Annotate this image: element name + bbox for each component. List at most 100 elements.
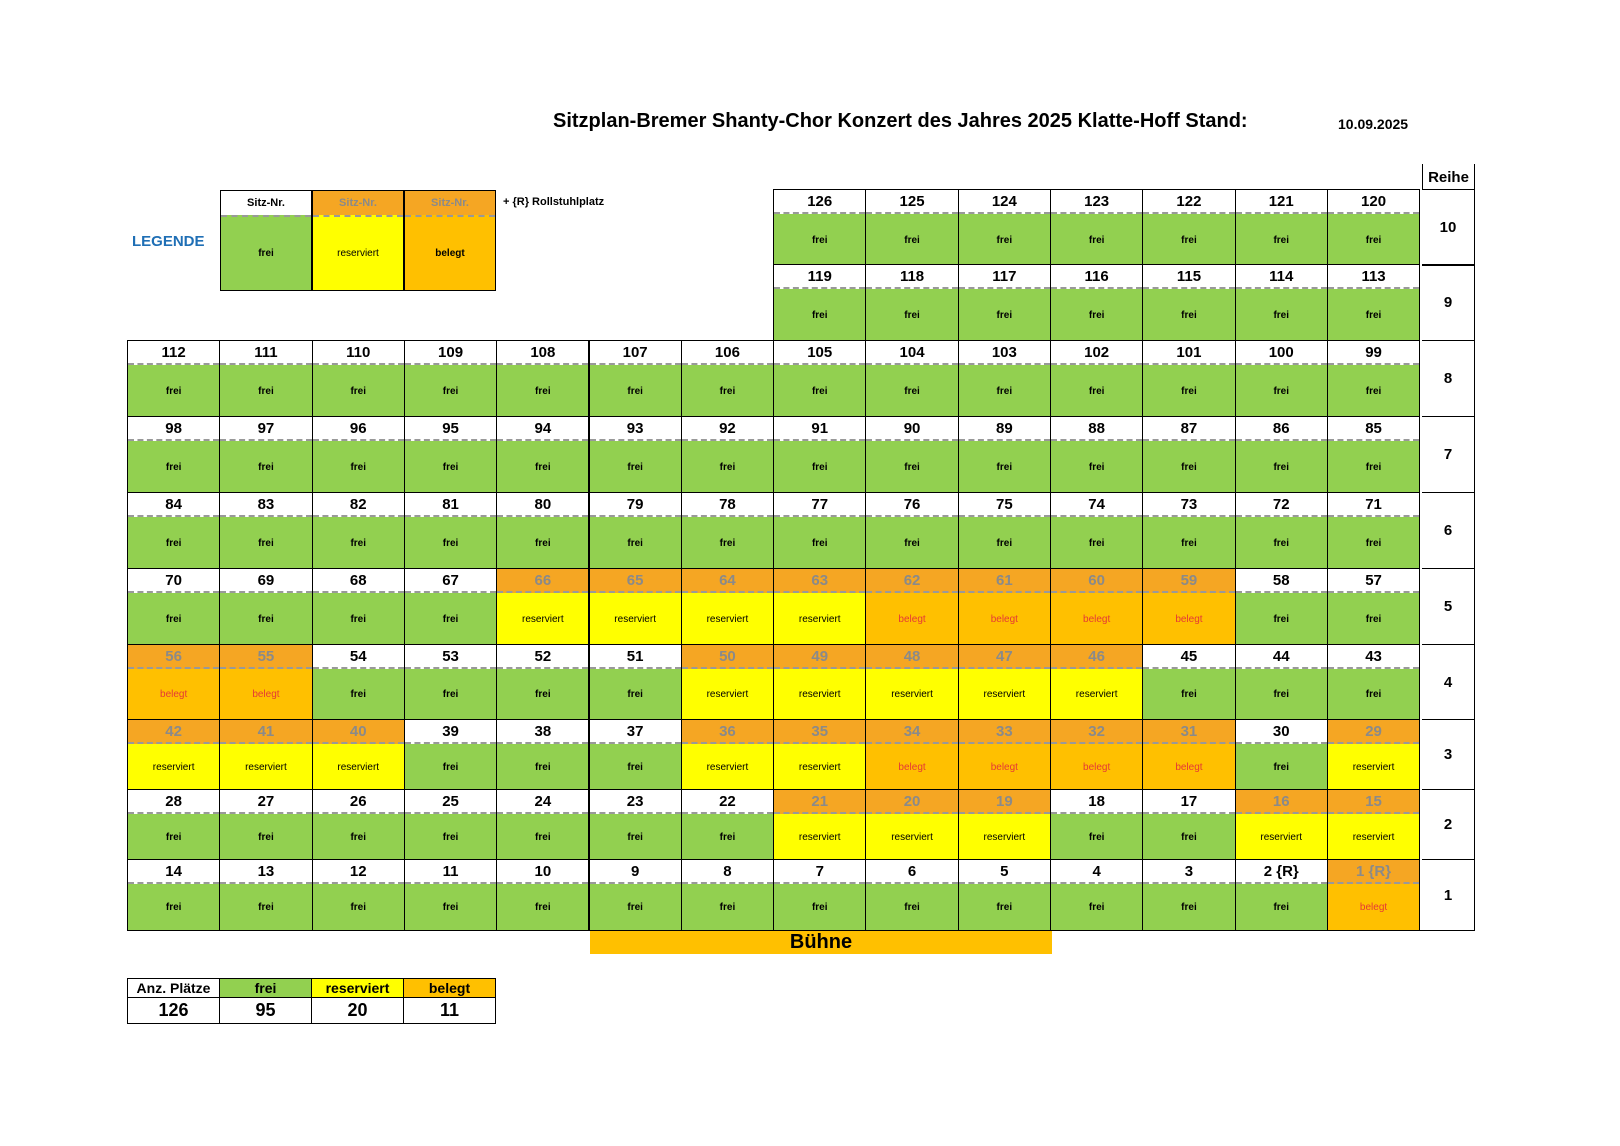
seat-24[interactable]: 24 frei [496, 789, 590, 860]
seat-115[interactable]: 115 frei [1142, 264, 1236, 341]
seat-99[interactable]: 99 frei [1326, 340, 1421, 417]
seat-13[interactable]: 13 frei [219, 859, 313, 931]
seat-22[interactable]: 22 frei [680, 789, 775, 860]
seat-87[interactable]: 87 frei [1142, 416, 1236, 493]
seat-91[interactable]: 91 frei [773, 416, 867, 493]
seat-58[interactable]: 58 frei [1234, 568, 1328, 645]
seat-70[interactable]: 70 frei [127, 568, 221, 645]
seat-73[interactable]: 73 frei [1142, 492, 1236, 569]
seat-123[interactable]: 123 frei [1050, 189, 1144, 266]
seat-64[interactable]: 64 reserviert [680, 568, 775, 645]
seat-114[interactable]: 114 frei [1234, 264, 1328, 341]
seat-88[interactable]: 88 frei [1050, 416, 1144, 493]
seat-48[interactable]: 48 reserviert [865, 644, 959, 720]
seat-23[interactable]: 23 frei [588, 789, 682, 860]
seat-60[interactable]: 60 belegt [1050, 568, 1144, 645]
seat-35[interactable]: 35 reserviert [773, 719, 867, 790]
seat-37[interactable]: 37 frei [588, 719, 682, 790]
seat-113[interactable]: 113 frei [1326, 264, 1421, 341]
seat-4[interactable]: 4 frei [1050, 859, 1144, 931]
seat-3[interactable]: 3 frei [1142, 859, 1236, 931]
seat-103[interactable]: 103 frei [957, 340, 1051, 417]
seat-8[interactable]: 8 frei [680, 859, 775, 931]
seat-108[interactable]: 108 frei [496, 340, 590, 417]
seat-50[interactable]: 50 reserviert [680, 644, 775, 720]
seat-30[interactable]: 30 frei [1234, 719, 1328, 790]
seat-69[interactable]: 69 frei [219, 568, 313, 645]
seat-31[interactable]: 31 belegt [1142, 719, 1236, 790]
seat-124[interactable]: 124 frei [957, 189, 1051, 266]
seat-52[interactable]: 52 frei [496, 644, 590, 720]
seat-1-R[interactable]: 1 {R} belegt [1326, 859, 1421, 931]
seat-65[interactable]: 65 reserviert [588, 568, 682, 645]
seat-16[interactable]: 16 reserviert [1234, 789, 1328, 860]
seat-15[interactable]: 15 reserviert [1326, 789, 1421, 860]
seat-19[interactable]: 19 reserviert [957, 789, 1051, 860]
seat-36[interactable]: 36 reserviert [680, 719, 775, 790]
seat-55[interactable]: 55 belegt [219, 644, 313, 720]
seat-104[interactable]: 104 frei [865, 340, 959, 417]
seat-80[interactable]: 80 frei [496, 492, 590, 569]
seat-93[interactable]: 93 frei [588, 416, 682, 493]
seat-117[interactable]: 117 frei [957, 264, 1051, 341]
seat-100[interactable]: 100 frei [1234, 340, 1328, 417]
seat-25[interactable]: 25 frei [403, 789, 498, 860]
seat-7[interactable]: 7 frei [773, 859, 867, 931]
seat-14[interactable]: 14 frei [127, 859, 221, 931]
seat-39[interactable]: 39 frei [403, 719, 498, 790]
seat-81[interactable]: 81 frei [403, 492, 498, 569]
seat-126[interactable]: 126 frei [773, 189, 867, 266]
seat-43[interactable]: 43 frei [1326, 644, 1421, 720]
seat-67[interactable]: 67 frei [403, 568, 498, 645]
seat-105[interactable]: 105 frei [773, 340, 867, 417]
seat-29[interactable]: 29 reserviert [1326, 719, 1421, 790]
seat-33[interactable]: 33 belegt [957, 719, 1051, 790]
seat-49[interactable]: 49 reserviert [773, 644, 867, 720]
seat-42[interactable]: 42 reserviert [127, 719, 221, 790]
seat-107[interactable]: 107 frei [588, 340, 682, 417]
seat-110[interactable]: 110 frei [311, 340, 405, 417]
seat-63[interactable]: 63 reserviert [773, 568, 867, 645]
seat-94[interactable]: 94 frei [496, 416, 590, 493]
seat-72[interactable]: 72 frei [1234, 492, 1328, 569]
seat-71[interactable]: 71 frei [1326, 492, 1421, 569]
seat-95[interactable]: 95 frei [403, 416, 498, 493]
seat-59[interactable]: 59 belegt [1142, 568, 1236, 645]
seat-20[interactable]: 20 reserviert [865, 789, 959, 860]
seat-96[interactable]: 96 frei [311, 416, 405, 493]
seat-98[interactable]: 98 frei [127, 416, 221, 493]
seat-18[interactable]: 18 frei [1050, 789, 1144, 860]
seat-11[interactable]: 11 frei [403, 859, 498, 931]
seat-86[interactable]: 86 frei [1234, 416, 1328, 493]
seat-51[interactable]: 51 frei [588, 644, 682, 720]
seat-38[interactable]: 38 frei [496, 719, 590, 790]
seat-10[interactable]: 10 frei [496, 859, 590, 931]
seat-112[interactable]: 112 frei [127, 340, 221, 417]
seat-122[interactable]: 122 frei [1142, 189, 1236, 266]
seat-47[interactable]: 47 reserviert [957, 644, 1051, 720]
seat-79[interactable]: 79 frei [588, 492, 682, 569]
seat-102[interactable]: 102 frei [1050, 340, 1144, 417]
seat-120[interactable]: 120 frei [1326, 189, 1421, 266]
seat-78[interactable]: 78 frei [680, 492, 775, 569]
seat-85[interactable]: 85 frei [1326, 416, 1421, 493]
seat-116[interactable]: 116 frei [1050, 264, 1144, 341]
seat-32[interactable]: 32 belegt [1050, 719, 1144, 790]
seat-74[interactable]: 74 frei [1050, 492, 1144, 569]
seat-27[interactable]: 27 frei [219, 789, 313, 860]
seat-5[interactable]: 5 frei [957, 859, 1051, 931]
seat-125[interactable]: 125 frei [865, 189, 959, 266]
seat-2-R[interactable]: 2 {R} frei [1234, 859, 1328, 931]
seat-6[interactable]: 6 frei [865, 859, 959, 931]
seat-109[interactable]: 109 frei [403, 340, 498, 417]
seat-76[interactable]: 76 frei [865, 492, 959, 569]
seat-12[interactable]: 12 frei [311, 859, 405, 931]
seat-61[interactable]: 61 belegt [957, 568, 1051, 645]
seat-101[interactable]: 101 frei [1142, 340, 1236, 417]
seat-34[interactable]: 34 belegt [865, 719, 959, 790]
seat-57[interactable]: 57 frei [1326, 568, 1421, 645]
seat-45[interactable]: 45 frei [1142, 644, 1236, 720]
seat-111[interactable]: 111 frei [219, 340, 313, 417]
seat-97[interactable]: 97 frei [219, 416, 313, 493]
seat-75[interactable]: 75 frei [957, 492, 1051, 569]
